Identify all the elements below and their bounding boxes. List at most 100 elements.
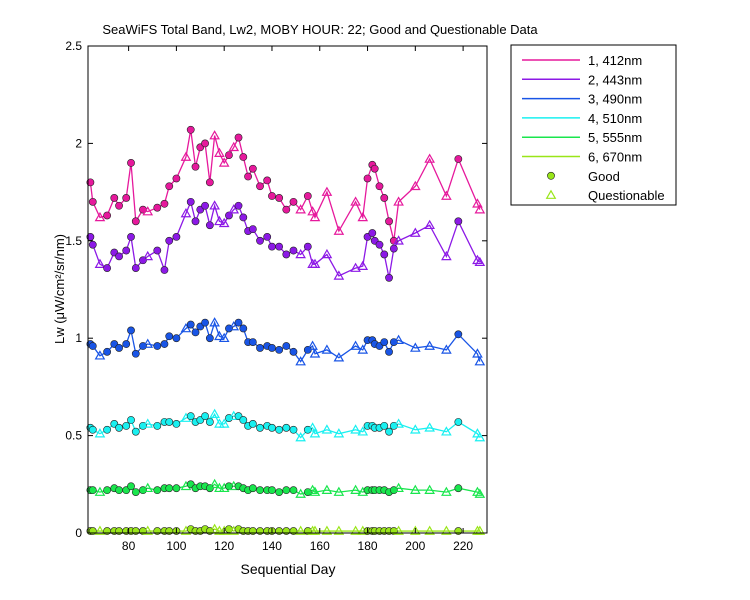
legend-marker-questionable (545, 189, 557, 199)
y-tick-label: 0.5 (65, 429, 82, 443)
data-point-good (239, 213, 248, 222)
data-point-good (153, 486, 162, 495)
data-point-good (385, 273, 393, 282)
data-point-good (289, 425, 298, 434)
data-point-good (131, 217, 140, 226)
data-point-good (186, 125, 195, 134)
data-point-questionable (441, 250, 452, 261)
data-point-good (165, 332, 174, 341)
data-point-questionable (333, 225, 345, 235)
data-point-questionable (441, 486, 452, 496)
data-point-questionable (357, 344, 369, 354)
data-point-good (380, 194, 389, 202)
series-5 (86, 478, 486, 498)
data-point-questionable (474, 256, 486, 267)
x-tick-label: 200 (405, 539, 425, 553)
data-point-questionable (424, 484, 435, 494)
data-point-good (380, 250, 389, 259)
data-point-good (289, 246, 298, 255)
data-point-questionable (333, 428, 345, 438)
data-point-good (368, 229, 377, 237)
data-point-questionable (142, 525, 154, 535)
data-point-good (282, 342, 291, 350)
data-point-questionable (307, 422, 318, 432)
data-point-questionable (94, 428, 106, 438)
data-point-good (115, 527, 123, 535)
y-tick-label: 2 (75, 136, 82, 150)
data-point-questionable (350, 484, 361, 494)
data-point-good (103, 211, 112, 220)
x-tick-label: 160 (310, 539, 330, 553)
data-point-good (303, 192, 312, 200)
legend-label: 6, 670nm (588, 150, 642, 165)
data-point-questionable (228, 204, 240, 214)
chart-title: SeaWiFS Total Band, Lw2, MOBY HOUR: 22; … (102, 22, 538, 37)
data-point-good (160, 340, 169, 348)
data-point-good (275, 242, 284, 251)
data-point-questionable (350, 424, 361, 434)
x-tick-label: 180 (358, 539, 378, 553)
data-point-good (86, 178, 95, 187)
data-point-good (165, 484, 174, 493)
data-point-good (131, 527, 140, 535)
data-point-good (263, 233, 272, 241)
data-point-good (186, 197, 195, 206)
data-point-questionable (142, 250, 154, 261)
data-point-questionable (142, 206, 154, 216)
data-point-good (165, 418, 174, 426)
data-point-good (385, 217, 393, 226)
data-point-questionable (409, 424, 421, 434)
series-4 (86, 408, 486, 442)
data-point-questionable (424, 422, 435, 432)
data-point-questionable (180, 208, 192, 218)
data-point-good (160, 266, 169, 274)
data-point-good (131, 427, 140, 436)
data-point-questionable (424, 525, 435, 535)
data-point-good (239, 153, 248, 161)
data-point-questionable (307, 206, 318, 216)
data-point-questionable (409, 525, 421, 535)
data-point-good (248, 164, 257, 173)
data-point-good (172, 174, 181, 183)
data-point-good (454, 484, 463, 493)
data-point-good (454, 217, 463, 226)
data-point-good (303, 242, 312, 251)
data-point-questionable (295, 356, 306, 366)
legend-label: Good (588, 169, 620, 184)
data-point-good (303, 345, 312, 354)
data-point-questionable (333, 525, 345, 535)
data-point-good (275, 194, 284, 202)
data-point-good (275, 425, 284, 434)
data-point-questionable (94, 486, 106, 496)
data-point-good (289, 347, 298, 356)
data-point-questionable (218, 217, 230, 228)
legend-label: 3, 490nm (588, 92, 642, 107)
data-point-good (165, 527, 174, 535)
data-point-good (88, 486, 97, 495)
data-point-good (454, 527, 463, 535)
data-point-good (454, 418, 463, 426)
data-point-good (225, 211, 233, 220)
y-tick-label: 0 (75, 526, 82, 540)
data-point-questionable (228, 321, 240, 331)
data-point-good (239, 416, 248, 424)
legend-marker-good (547, 171, 555, 180)
data-point-questionable (409, 342, 421, 352)
data-point-questionable (357, 211, 369, 222)
data-point-good (268, 192, 276, 200)
plot-area (86, 125, 486, 535)
data-point-good (127, 416, 135, 424)
data-point-good (375, 182, 384, 191)
data-point-good (248, 527, 257, 535)
data-point-questionable (295, 488, 306, 498)
x-tick-label: 140 (262, 539, 282, 553)
legend: 1, 412nm 2, 443nm 3, 490nm 4, 510nm 5, 555nm… (510, 44, 677, 206)
data-point-good (191, 162, 200, 171)
data-point-good (172, 233, 181, 241)
data-point-questionable (321, 484, 333, 494)
data-point-questionable (209, 317, 220, 327)
data-point-questionable (309, 486, 321, 496)
data-point-questionable (474, 525, 486, 535)
data-point-good (165, 236, 174, 245)
